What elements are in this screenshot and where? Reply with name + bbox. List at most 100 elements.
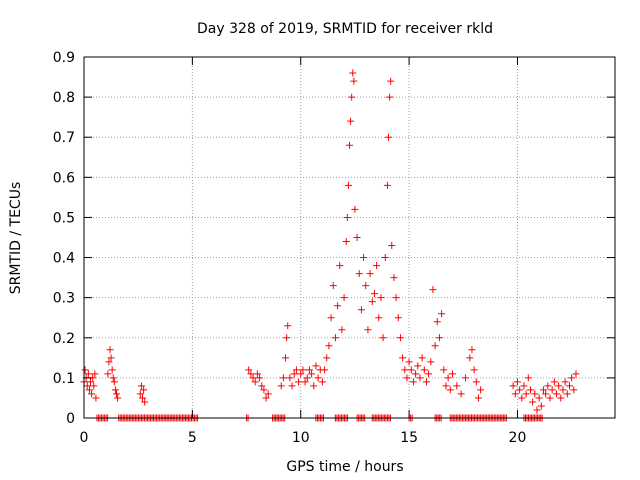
data-point — [353, 234, 361, 241]
data-point — [546, 394, 554, 402]
chart-title: Day 328 of 2019, SRMTID for receiver rkl… — [197, 21, 493, 37]
x-tick-label: 5 — [188, 430, 197, 446]
data-point — [348, 93, 356, 101]
data-point — [343, 213, 351, 221]
data-point — [412, 370, 420, 378]
data-point — [425, 370, 433, 378]
data-point — [559, 386, 567, 394]
data-point — [387, 77, 395, 85]
data-point — [327, 314, 335, 322]
data-point — [522, 390, 530, 398]
data-point — [136, 390, 144, 398]
data-point — [548, 386, 556, 394]
y-tick-label: 0.5 — [53, 210, 75, 226]
data-point — [342, 238, 350, 246]
y-axis-label: SRMTID / TECUs — [8, 182, 24, 295]
data-point — [299, 366, 307, 374]
data-point — [542, 390, 550, 398]
x-tick-label: 10 — [292, 430, 310, 446]
data-point — [350, 77, 358, 85]
data-point — [509, 382, 517, 390]
y-tick-label: 0.1 — [53, 371, 75, 387]
data-point — [394, 314, 402, 322]
data-point — [251, 378, 259, 386]
data-point — [433, 318, 441, 326]
data-point — [368, 298, 376, 306]
data-point — [297, 370, 305, 378]
data-point — [277, 382, 285, 390]
data-point — [414, 362, 422, 370]
data-point — [108, 366, 116, 374]
data-point — [90, 382, 98, 390]
data-point — [561, 378, 569, 386]
data-point — [453, 382, 461, 390]
data-point — [355, 270, 363, 278]
data-point — [403, 374, 411, 382]
data-point — [435, 334, 443, 342]
data-point — [329, 282, 337, 290]
data-point — [323, 354, 331, 362]
data-point — [474, 394, 482, 402]
data-point — [104, 370, 112, 378]
data-point — [92, 394, 100, 402]
data-point — [516, 386, 524, 394]
data-point — [386, 93, 394, 101]
data-point — [531, 390, 539, 398]
data-point — [310, 382, 318, 390]
data-point — [105, 358, 113, 366]
data-point — [466, 354, 474, 362]
data-point — [139, 394, 147, 402]
data-point — [520, 382, 528, 390]
data-point — [283, 334, 291, 342]
data-point — [264, 390, 272, 398]
data-point — [301, 378, 309, 386]
data-point — [550, 378, 558, 386]
data-point — [448, 370, 456, 378]
data-point — [286, 374, 294, 382]
data-point — [260, 386, 268, 394]
x-tick-label: 20 — [509, 430, 527, 446]
data-point — [314, 374, 322, 382]
data-point — [256, 374, 264, 382]
data-point — [318, 378, 326, 386]
data-point — [338, 326, 346, 334]
data-point — [572, 370, 580, 378]
data-point — [141, 398, 149, 406]
data-point — [107, 354, 115, 362]
data-point — [377, 294, 385, 302]
y-tick-label: 0.4 — [53, 251, 75, 267]
data-point — [84, 370, 92, 378]
y-tick-label: 0.2 — [53, 331, 75, 347]
data-point — [111, 386, 119, 394]
data-point — [245, 366, 253, 374]
grid — [84, 57, 615, 418]
data-point — [336, 262, 344, 270]
data-point — [349, 69, 357, 77]
data-point — [284, 322, 292, 330]
data-point — [253, 370, 261, 378]
data-point — [292, 366, 300, 374]
data-point — [83, 382, 91, 390]
data-point — [347, 117, 355, 125]
data-point — [405, 358, 413, 366]
y-tick-label: 0.8 — [53, 90, 75, 106]
data-point — [539, 386, 547, 394]
data-point — [334, 302, 342, 310]
data-point — [409, 378, 417, 386]
data-point — [537, 402, 545, 410]
data-point — [472, 378, 480, 386]
data-point — [140, 386, 148, 394]
data-point — [303, 374, 311, 382]
data-point — [114, 394, 122, 402]
data-point — [370, 290, 378, 298]
data-point — [552, 390, 560, 398]
data-point — [325, 342, 333, 350]
data-point — [375, 314, 383, 322]
data-point — [418, 354, 426, 362]
data-point — [351, 205, 359, 213]
data-point — [457, 390, 465, 398]
data-point — [364, 326, 372, 334]
data-point — [427, 358, 435, 366]
data-point — [565, 382, 573, 390]
data-point — [438, 310, 446, 318]
